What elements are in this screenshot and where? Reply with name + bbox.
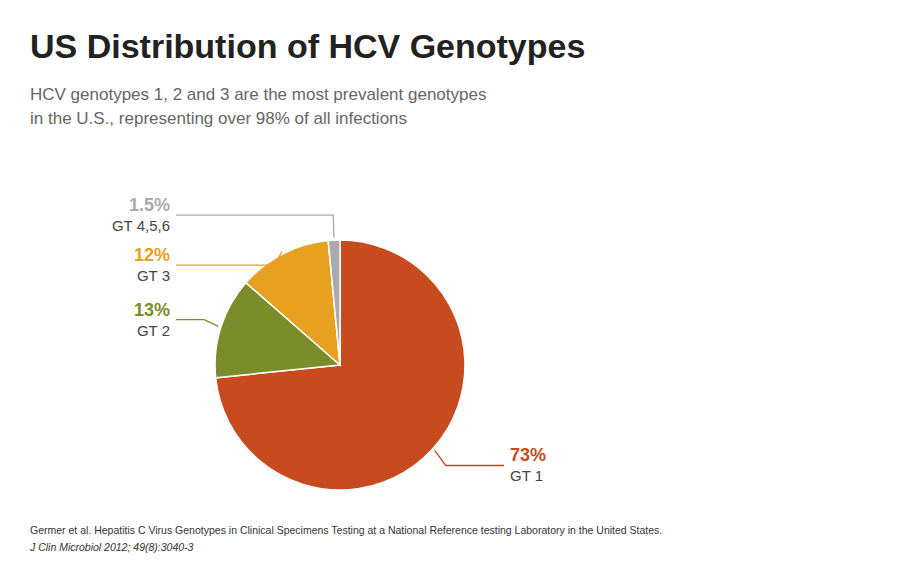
labels: 73% GT 1 13% GT 2 12% GT 3 1.5% GT 4,5,6 (112, 195, 546, 484)
leader-line (176, 215, 334, 237)
chart: US Distribution of HCV Genotypes HCV geno… (0, 0, 900, 570)
data-label: 1.5% (129, 195, 170, 215)
data-label: 12% (134, 245, 170, 265)
pie-slice (216, 240, 465, 490)
subtitle: HCV genotypes 1, 2 and 3 are the most pr… (30, 85, 486, 104)
category-label: GT 4,5,6 (112, 217, 170, 234)
leader-line (176, 320, 218, 327)
subtitle: in the U.S., representing over 98% of al… (30, 109, 407, 128)
data-label: 13% (134, 300, 170, 320)
category-label: GT 1 (510, 467, 543, 484)
pie (215, 240, 465, 490)
pie-slice (328, 240, 340, 365)
leader-line (435, 450, 504, 465)
title: US Distribution of HCV Genotypes (30, 27, 585, 65)
pie-slice (246, 241, 340, 365)
leaders (176, 215, 504, 465)
footnote: J Clin Microbiol 2012; 49(8):3040-3 (29, 541, 194, 553)
leader-line (176, 252, 282, 266)
data-label: 73% (510, 445, 546, 465)
category-label: GT 2 (137, 322, 170, 339)
category-label: GT 3 (137, 267, 170, 284)
footnote: Germer et al. Hepatitis C Virus Genotype… (30, 524, 662, 536)
